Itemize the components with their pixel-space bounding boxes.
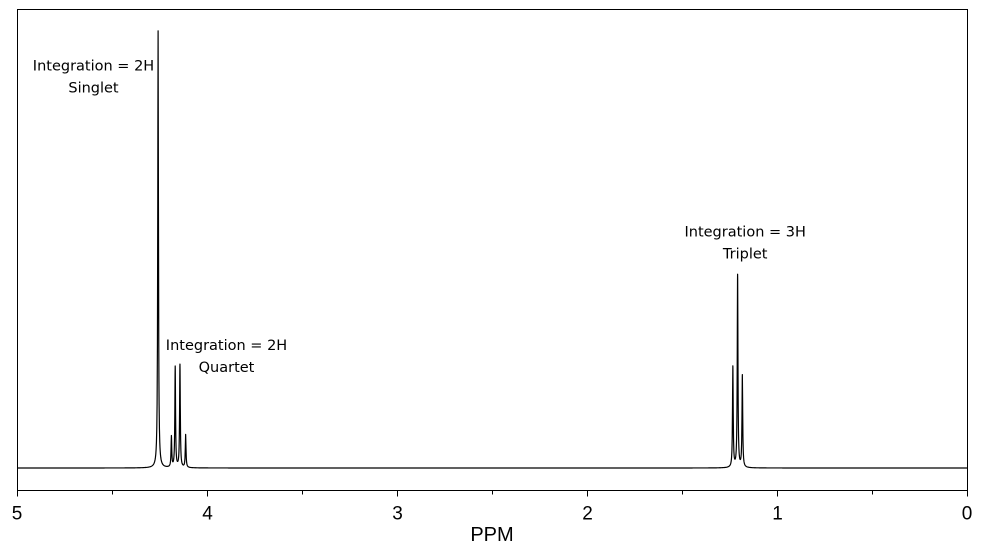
peak-annotation: Integration = 2H Quartet [166,338,287,376]
peak-annotation-line: Singlet [68,80,119,96]
x-tick-label: 5 [12,504,23,525]
peak-annotation-line: Integration = 2H [166,338,287,354]
peak-annotation: Integration = 2H Singlet [33,58,154,96]
x-tick-label: 1 [772,504,783,525]
peak-annotations: Integration = 2H Singlet Integration = 2H Q… [33,58,806,376]
peak-annotation-line: Quartet [199,360,255,376]
x-tick-label: 2 [582,504,593,525]
peak-annotation-line: Integration = 2H [33,58,154,74]
x-axis-label: PPM [470,524,513,546]
x-axis-tick-labels: 5 4 3 2 1 0 [12,504,973,525]
peak-annotation-line: Integration = 3H [684,224,805,240]
spectrum-line [17,30,968,469]
x-tick-label: 3 [392,504,403,525]
x-tick-label: 0 [962,504,973,525]
x-axis-ticks [17,490,968,497]
peak-annotation: Integration = 3H Triplet [684,224,805,262]
x-tick-label: 4 [202,504,213,525]
peak-annotation-line: Triplet [722,246,768,262]
plot-frame [17,9,968,491]
